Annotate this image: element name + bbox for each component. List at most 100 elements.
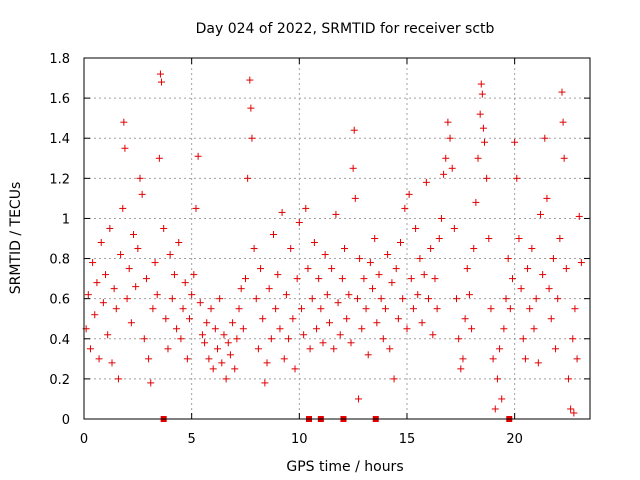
y-axis-label: SRMTID / TECUs xyxy=(8,182,24,295)
x-axis-label: GPS time / hours xyxy=(286,459,403,475)
data-point xyxy=(377,295,385,303)
data-point xyxy=(552,345,560,353)
data-point xyxy=(399,295,407,303)
data-point xyxy=(127,319,135,327)
data-point xyxy=(177,335,185,343)
data-point xyxy=(502,295,510,303)
data-point xyxy=(379,335,387,343)
data-point xyxy=(323,291,331,299)
data-point xyxy=(429,331,437,339)
data-point xyxy=(285,335,293,343)
data-point xyxy=(500,325,508,333)
data-point xyxy=(269,230,277,238)
data-point xyxy=(577,259,585,267)
data-point xyxy=(153,291,161,299)
data-point xyxy=(272,305,280,313)
data-point xyxy=(420,271,428,279)
data-point xyxy=(435,235,443,242)
data-point xyxy=(237,285,245,293)
data-point xyxy=(532,295,540,303)
data-point xyxy=(194,152,202,160)
data-point xyxy=(186,315,194,323)
data-point xyxy=(571,305,579,313)
y-tick-label: 1 xyxy=(62,212,70,227)
data-point xyxy=(559,118,567,126)
data-point xyxy=(119,204,127,212)
data-point xyxy=(295,218,303,226)
data-point xyxy=(448,164,456,172)
data-point xyxy=(440,170,448,178)
data-point xyxy=(463,265,471,273)
data-point xyxy=(366,259,374,267)
data-point xyxy=(147,379,155,387)
data-point xyxy=(224,339,232,347)
data-point xyxy=(330,345,338,353)
data-point xyxy=(132,283,140,291)
data-point xyxy=(433,305,441,313)
data-point xyxy=(543,194,551,202)
y-tick-label: 1.2 xyxy=(49,172,70,187)
data-point xyxy=(381,305,389,313)
data-point xyxy=(321,251,329,259)
data-point xyxy=(125,265,133,273)
data-point xyxy=(102,271,110,279)
y-tick-label: 0.8 xyxy=(49,253,70,268)
data-point xyxy=(564,375,572,383)
data-point xyxy=(468,325,476,333)
data-point xyxy=(278,208,286,216)
data-point xyxy=(528,245,536,253)
data-point xyxy=(239,325,247,333)
data-point xyxy=(136,174,144,182)
data-point xyxy=(244,174,252,182)
data-point xyxy=(181,279,189,287)
data-point xyxy=(476,110,484,118)
data-point xyxy=(403,325,411,333)
data-point xyxy=(293,275,301,283)
data-point xyxy=(353,295,361,303)
data-point xyxy=(291,365,299,373)
data-point xyxy=(504,255,512,263)
data-point xyxy=(235,305,243,313)
data-point xyxy=(401,204,409,212)
data-point xyxy=(140,335,148,343)
data-point xyxy=(470,245,478,253)
data-point xyxy=(164,345,172,353)
data-point xyxy=(491,405,499,413)
data-point xyxy=(179,305,187,313)
data-point xyxy=(198,331,206,339)
data-point xyxy=(216,295,224,303)
data-point xyxy=(108,359,116,367)
data-point xyxy=(483,174,491,182)
data-point xyxy=(558,88,566,96)
data-point xyxy=(437,214,445,222)
data-point xyxy=(349,164,357,172)
data-point xyxy=(267,335,275,343)
data-point xyxy=(276,325,284,333)
data-point xyxy=(545,285,553,293)
x-tick-label: 10 xyxy=(291,432,308,447)
data-point xyxy=(575,212,583,220)
data-point xyxy=(297,305,305,313)
data-point xyxy=(149,305,157,313)
data-point xyxy=(480,138,488,146)
data-point xyxy=(289,315,297,323)
data-point xyxy=(341,245,349,253)
data-point xyxy=(554,295,562,303)
data-point xyxy=(332,210,340,218)
data-point xyxy=(166,251,174,259)
data-point xyxy=(304,265,312,273)
data-point xyxy=(325,319,333,327)
data-point xyxy=(257,265,265,273)
data-point xyxy=(192,204,200,212)
data-point xyxy=(478,90,486,98)
data-point xyxy=(336,331,344,339)
data-points xyxy=(82,70,585,417)
data-point xyxy=(300,331,308,339)
data-point xyxy=(461,315,469,323)
data-point xyxy=(313,325,321,333)
data-point xyxy=(203,319,211,327)
data-point xyxy=(362,305,370,313)
data-point xyxy=(556,235,564,242)
data-point xyxy=(247,104,255,112)
